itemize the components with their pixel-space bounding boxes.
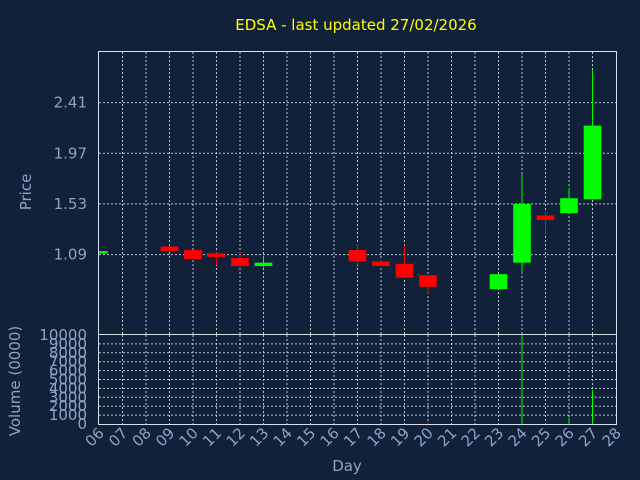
candle-body [395, 263, 414, 278]
price-tick-label: 1.97 [54, 144, 87, 162]
candle-body [489, 274, 508, 290]
x-tick-label: 20 [411, 424, 437, 450]
x-tick-label: 10 [176, 424, 202, 450]
x-tick-label: 09 [152, 424, 178, 450]
x-tick-label: 28 [599, 424, 625, 450]
volume-tick-label: 6000 [49, 362, 87, 380]
volume-tick-label: 9000 [49, 335, 87, 353]
candle-body [99, 251, 108, 254]
candle-body [160, 246, 179, 252]
volume-tick-label: 8000 [49, 344, 87, 362]
price-tick-label: 1.53 [54, 195, 87, 213]
volume-tick-label: 2000 [49, 397, 87, 415]
candle-body [513, 203, 531, 263]
chart-title: EDSA - last updated 27/02/2026 [235, 16, 476, 34]
x-tick-label: 17 [340, 424, 366, 450]
candle-body [372, 261, 390, 267]
candle-body [254, 262, 273, 267]
x-axis-label: Day [332, 457, 362, 475]
x-tick-label: 13 [246, 424, 272, 450]
x-tick-label: 25 [528, 424, 554, 450]
x-tick-label: 08 [129, 424, 155, 450]
x-tick-label: 26 [552, 424, 578, 450]
candle-body [583, 125, 602, 200]
candle-body [560, 198, 578, 214]
x-tick-label: 27 [575, 424, 601, 450]
x-tick-label: 18 [364, 424, 390, 450]
candle-body [231, 258, 249, 267]
candle-body [536, 215, 555, 221]
x-tick-label: 24 [505, 424, 531, 450]
x-tick-label: 16 [317, 424, 343, 450]
x-tick-label: 23 [481, 424, 507, 450]
volume-grid [99, 335, 616, 424]
x-tick-label: 11 [199, 424, 225, 450]
x-ticks: 0607080910111213141516171819202122232425… [82, 424, 625, 450]
volume-tick-label: 3000 [49, 388, 87, 406]
x-tick-label: 15 [293, 424, 319, 450]
x-tick-label: 14 [270, 424, 296, 450]
x-tick-label: 21 [434, 424, 460, 450]
volume-tick-label: 1000 [49, 406, 87, 424]
price-tick-label: 1.09 [54, 246, 87, 264]
volume-y-ticks: 0100020003000400050006000700080009000100… [39, 326, 87, 433]
x-tick-label: 07 [105, 424, 131, 450]
x-tick-label: 12 [223, 424, 249, 450]
volume-tick-label: 0 [77, 415, 87, 433]
candle-body [419, 275, 437, 287]
x-tick-label: 22 [458, 424, 484, 450]
volume-bars [427, 335, 593, 424]
x-tick-label: 19 [387, 424, 413, 450]
price-axis-label: Price [17, 174, 35, 211]
volume-tick-label: 5000 [49, 371, 87, 389]
candle-body [207, 253, 226, 257]
price-y-ticks: 1.09 1.53 1.97 2.41 [54, 94, 87, 264]
volume-axis-label: Volume (0000) [6, 326, 24, 436]
candle-body [184, 249, 202, 260]
volume-tick-label: 4000 [49, 379, 87, 397]
candles [98, 70, 602, 294]
volume-tick-label: 7000 [49, 353, 87, 371]
price-grid [99, 52, 616, 334]
candle-body [348, 249, 367, 262]
price-tick-label: 2.41 [54, 94, 87, 112]
volume-tick-label: 10000 [39, 326, 87, 344]
volume-panel-frame [98, 334, 617, 425]
